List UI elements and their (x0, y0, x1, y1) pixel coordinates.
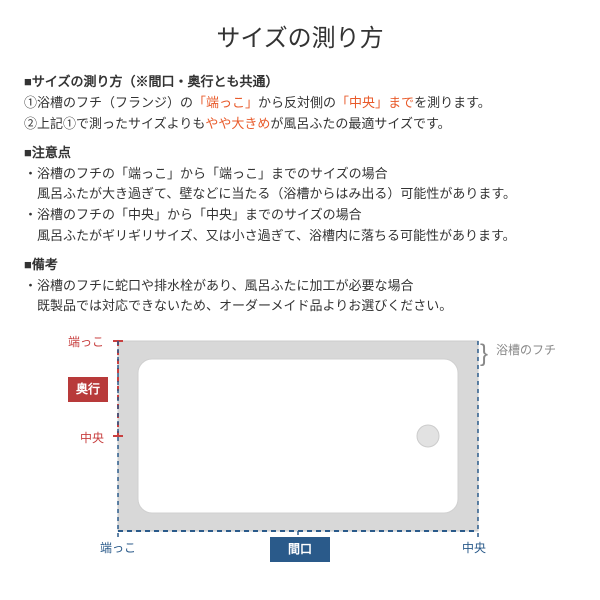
brace-icon: } (480, 335, 488, 373)
depth-bottom-label: 中央 (80, 429, 104, 448)
depth-box-label: 奥行 (68, 377, 108, 402)
width-right-label: 中央 (462, 539, 486, 558)
width-box-label: 間口 (270, 537, 330, 562)
remark-head: ■備考 (24, 255, 576, 276)
depth-top-label: 端っこ (68, 333, 104, 352)
width-left-label: 端っこ (100, 539, 136, 558)
page-title: サイズの測り方 (24, 20, 576, 58)
caution-2b: 風呂ふたがギリギリサイズ、又は小さ過ぎて、浴槽内に落ちる可能性があります。 (24, 226, 576, 247)
caution-1b: 風呂ふたが大き過ぎて、壁などに当たる（浴槽からはみ出る）可能性があります。 (24, 184, 576, 205)
remark-1b: 既製品では対応できないため、オーダーメイド品よりお選びください。 (24, 296, 576, 317)
caution-1a: ・浴槽のフチの「端っこ」から「端っこ」までのサイズの場合 (24, 164, 576, 185)
remark-1a: ・浴槽のフチに蛇口や排水栓があり、風呂ふたに加工が必要な場合 (24, 276, 576, 297)
rim-label: 浴槽のフチ (496, 341, 556, 360)
howto-line1: ①浴槽のフチ（フランジ）の「端っこ」から反対側の「中央」までを測ります。 (24, 93, 576, 114)
caution-head: ■注意点 (24, 143, 576, 164)
howto-head: ■サイズの測り方（※間口・奥行とも共通） (24, 72, 576, 93)
tub-diagram: 端っこ 奥行 中央 端っこ 間口 中央 } 浴槽のフチ (24, 329, 576, 589)
howto-line2: ②上記①で測ったサイズよりもやや大きめが風呂ふたの最適サイズです。 (24, 114, 576, 135)
caution-2a: ・浴槽のフチの「中央」から「中央」までのサイズの場合 (24, 205, 576, 226)
